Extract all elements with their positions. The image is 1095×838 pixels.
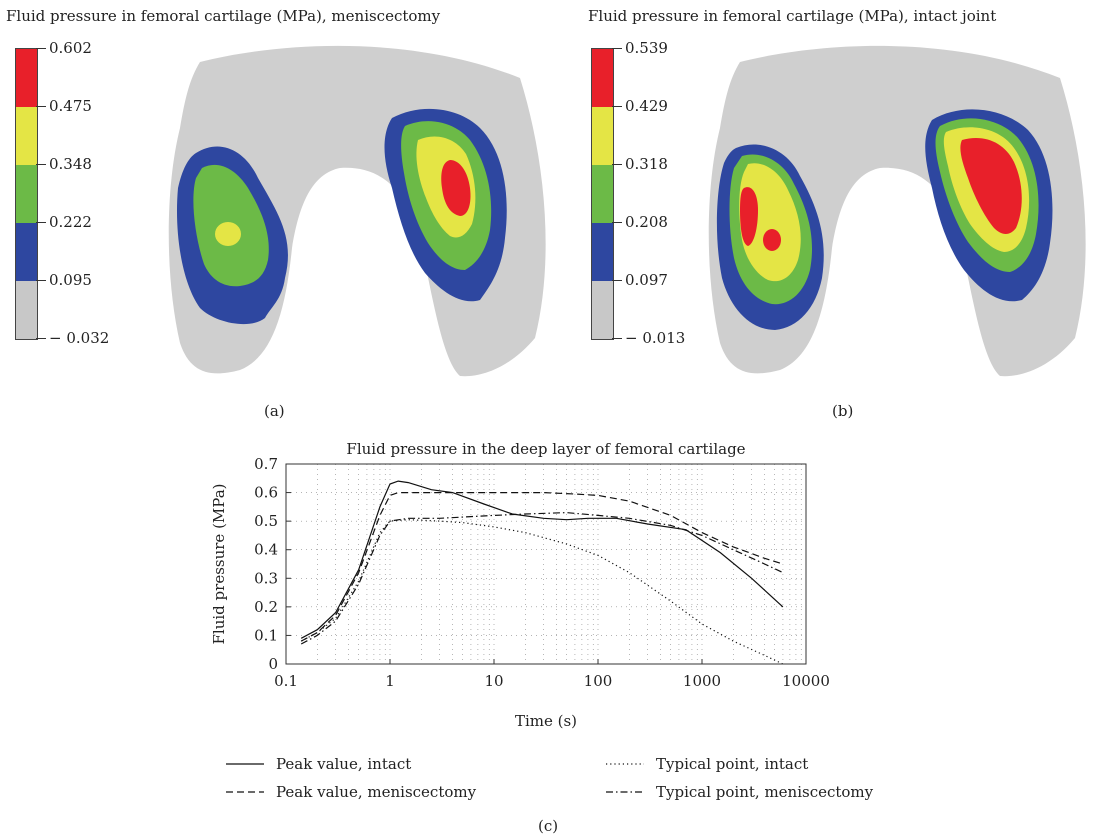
colorbar-tick-mark [36,106,46,107]
colorbar-segment [592,107,613,165]
colorbar-segment [592,223,613,281]
y-tick-label: 0.5 [254,512,278,530]
colorbar-tick-mark [36,338,46,339]
colorbar-tick-label: 0.429 [625,97,668,115]
legend-label-3: Typical point, intact [656,755,808,773]
colorbar-tick-mark [36,164,46,165]
colorbar-tick-label: 0.348 [49,155,92,173]
chart-legend: Peak value, intact Peak value, meniscecto… [226,755,874,801]
colorbar-tick-label: 0.602 [49,39,92,57]
x-tick-label: 0.1 [274,672,298,690]
chart-title: Fluid pressure in the deep layer of femo… [346,440,745,458]
panel-a-label: (a) [264,402,285,420]
colorbar-segment [16,165,37,223]
colorbar-segment [16,107,37,165]
x-tick-label: 10000 [782,672,830,690]
series-line-1 [300,480,784,639]
y-tick-label: 0 [268,655,278,673]
line-chart: Fluid pressure in the deep layer of femo… [210,440,830,730]
colorbar-tick-label: 0.222 [49,213,92,231]
colorbar-segment [592,281,613,339]
colorbar-tick-label: 0.095 [49,271,92,289]
series-line-3 [300,519,784,665]
x-tick-label: 100 [584,672,613,690]
grid [285,464,806,664]
series-line-2 [300,492,784,642]
colorbar-tick-mark [612,338,622,339]
colorbar-segment [16,49,37,107]
colorbar-tick-mark [612,280,622,281]
femur-meniscectomy-contour [168,45,546,377]
y-tick-label: 0.7 [254,455,278,473]
colorbar-segment [592,165,613,223]
colorbar-tick-mark [612,48,622,49]
colorbar-tick-mark [36,222,46,223]
y-tick-label: 0.6 [254,484,278,502]
panel-b-title: Fluid pressure in femoral cartilage (MPa… [588,7,997,25]
y-tick-label: 0.3 [254,569,278,587]
x-tick-label: 10 [484,672,503,690]
colorbar-segment [16,281,37,339]
colorbar-segment [16,223,37,281]
colorbar-tick-mark [612,106,622,107]
y-axis-label: Fluid pressure (MPa) [210,484,228,645]
legend-label-2: Peak value, meniscectomy [276,783,477,801]
panel-b-label: (b) [832,402,854,420]
colorbar-tick-label: 0.539 [625,39,668,57]
y-tick-label: 0.2 [254,598,278,616]
y-tick-label: 0.4 [254,541,278,559]
colorbar-tick-label: − 0.013 [625,329,686,347]
plot-frame [285,463,807,665]
series-line-4 [300,511,784,645]
x-tick-label: 1000 [683,672,721,690]
panel-c-label: (c) [538,817,559,835]
colorbar-tick-mark [612,222,622,223]
colorbar-tick-label: 0.475 [49,97,92,115]
y-tick-label: 0.1 [254,626,278,644]
colorbar-intact [591,48,614,340]
x-tick-label: 1 [385,672,395,690]
colorbar-tick-label: 0.097 [625,271,668,289]
panel-a-title: Fluid pressure in femoral cartilage (MPa… [6,7,441,25]
colorbar-tick-label: − 0.032 [49,329,110,347]
colorbar-tick-mark [612,164,622,165]
legend-label-1: Peak value, intact [276,755,411,773]
colorbar-tick-label: 0.318 [625,155,668,173]
series-lines [300,480,784,665]
colorbar-meniscectomy [15,48,38,340]
colorbar-segment [592,49,613,107]
x-axis-label: Time (s) [515,712,577,730]
colorbar-tick-mark [36,48,46,49]
colorbar-tick-label: 0.208 [625,213,668,231]
colorbar-tick-mark [36,280,46,281]
femur-intact-contour [708,45,1086,377]
legend-label-4: Typical point, meniscectomy [656,783,874,801]
